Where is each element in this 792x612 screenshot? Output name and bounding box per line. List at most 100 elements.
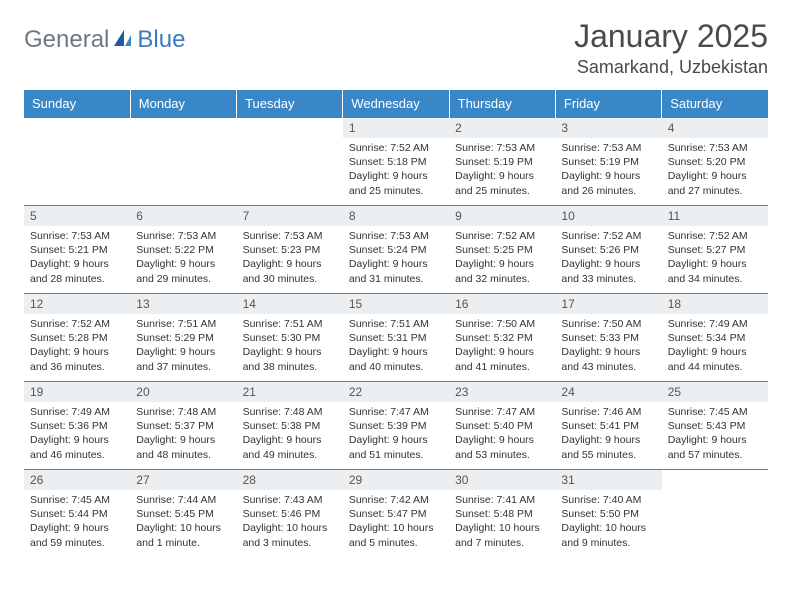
daylight-text: Daylight: 10 hours and 7 minutes. — [455, 521, 549, 549]
daylight-text: Daylight: 9 hours and 32 minutes. — [455, 257, 549, 285]
calendar-table: SundayMondayTuesdayWednesdayThursdayFrid… — [24, 90, 768, 558]
daylight-text: Daylight: 9 hours and 44 minutes. — [668, 345, 762, 373]
day-info: Sunrise: 7:42 AMSunset: 5:47 PMDaylight:… — [343, 490, 449, 554]
sunset-text: Sunset: 5:45 PM — [136, 507, 230, 521]
calendar-day-cell — [237, 118, 343, 206]
daylight-text: Daylight: 9 hours and 28 minutes. — [30, 257, 124, 285]
sunrise-text: Sunrise: 7:52 AM — [668, 229, 762, 243]
day-info: Sunrise: 7:48 AMSunset: 5:38 PMDaylight:… — [237, 402, 343, 466]
calendar-week-row: 1Sunrise: 7:52 AMSunset: 5:18 PMDaylight… — [24, 118, 768, 206]
calendar-day-cell: 4Sunrise: 7:53 AMSunset: 5:20 PMDaylight… — [662, 118, 768, 206]
sunset-text: Sunset: 5:30 PM — [243, 331, 337, 345]
sunset-text: Sunset: 5:40 PM — [455, 419, 549, 433]
day-info: Sunrise: 7:52 AMSunset: 5:25 PMDaylight:… — [449, 226, 555, 290]
day-info: Sunrise: 7:52 AMSunset: 5:18 PMDaylight:… — [343, 138, 449, 202]
calendar-day-cell: 11Sunrise: 7:52 AMSunset: 5:27 PMDayligh… — [662, 206, 768, 294]
calendar-day-cell: 28Sunrise: 7:43 AMSunset: 5:46 PMDayligh… — [237, 470, 343, 558]
sunrise-text: Sunrise: 7:53 AM — [136, 229, 230, 243]
day-info: Sunrise: 7:52 AMSunset: 5:27 PMDaylight:… — [662, 226, 768, 290]
sunset-text: Sunset: 5:31 PM — [349, 331, 443, 345]
day-info: Sunrise: 7:52 AMSunset: 5:26 PMDaylight:… — [555, 226, 661, 290]
sunrise-text: Sunrise: 7:49 AM — [30, 405, 124, 419]
day-number: 21 — [237, 382, 343, 402]
calendar-day-cell: 30Sunrise: 7:41 AMSunset: 5:48 PMDayligh… — [449, 470, 555, 558]
sunset-text: Sunset: 5:29 PM — [136, 331, 230, 345]
weekday-header: Friday — [555, 90, 661, 118]
day-number: 10 — [555, 206, 661, 226]
calendar-day-cell: 20Sunrise: 7:48 AMSunset: 5:37 PMDayligh… — [130, 382, 236, 470]
day-info: Sunrise: 7:49 AMSunset: 5:34 PMDaylight:… — [662, 314, 768, 378]
day-info: Sunrise: 7:46 AMSunset: 5:41 PMDaylight:… — [555, 402, 661, 466]
weekday-header: Monday — [130, 90, 236, 118]
day-number: 1 — [343, 118, 449, 138]
sunrise-text: Sunrise: 7:43 AM — [243, 493, 337, 507]
calendar-week-row: 12Sunrise: 7:52 AMSunset: 5:28 PMDayligh… — [24, 294, 768, 382]
sunrise-text: Sunrise: 7:53 AM — [349, 229, 443, 243]
sunrise-text: Sunrise: 7:45 AM — [668, 405, 762, 419]
day-number: 5 — [24, 206, 130, 226]
day-number: 8 — [343, 206, 449, 226]
daylight-text: Daylight: 10 hours and 9 minutes. — [561, 521, 655, 549]
calendar-day-cell: 7Sunrise: 7:53 AMSunset: 5:23 PMDaylight… — [237, 206, 343, 294]
calendar-day-cell: 9Sunrise: 7:52 AMSunset: 5:25 PMDaylight… — [449, 206, 555, 294]
sunrise-text: Sunrise: 7:53 AM — [30, 229, 124, 243]
calendar-body: 1Sunrise: 7:52 AMSunset: 5:18 PMDaylight… — [24, 118, 768, 558]
sunrise-text: Sunrise: 7:50 AM — [455, 317, 549, 331]
sunrise-text: Sunrise: 7:41 AM — [455, 493, 549, 507]
daylight-text: Daylight: 9 hours and 30 minutes. — [243, 257, 337, 285]
sunrise-text: Sunrise: 7:53 AM — [243, 229, 337, 243]
day-number: 17 — [555, 294, 661, 314]
weekday-header: Sunday — [24, 90, 130, 118]
day-number: 28 — [237, 470, 343, 490]
day-info: Sunrise: 7:50 AMSunset: 5:33 PMDaylight:… — [555, 314, 661, 378]
day-number: 26 — [24, 470, 130, 490]
calendar-day-cell: 24Sunrise: 7:46 AMSunset: 5:41 PMDayligh… — [555, 382, 661, 470]
sunrise-text: Sunrise: 7:52 AM — [30, 317, 124, 331]
logo-sail-icon — [113, 28, 135, 53]
day-number: 23 — [449, 382, 555, 402]
day-number: 12 — [24, 294, 130, 314]
daylight-text: Daylight: 9 hours and 46 minutes. — [30, 433, 124, 461]
day-number: 16 — [449, 294, 555, 314]
calendar-day-cell: 22Sunrise: 7:47 AMSunset: 5:39 PMDayligh… — [343, 382, 449, 470]
daylight-text: Daylight: 9 hours and 34 minutes. — [668, 257, 762, 285]
day-info: Sunrise: 7:51 AMSunset: 5:31 PMDaylight:… — [343, 314, 449, 378]
sunset-text: Sunset: 5:22 PM — [136, 243, 230, 257]
calendar-day-cell: 21Sunrise: 7:48 AMSunset: 5:38 PMDayligh… — [237, 382, 343, 470]
sunrise-text: Sunrise: 7:52 AM — [455, 229, 549, 243]
calendar-week-row: 5Sunrise: 7:53 AMSunset: 5:21 PMDaylight… — [24, 206, 768, 294]
sunset-text: Sunset: 5:25 PM — [455, 243, 549, 257]
day-info: Sunrise: 7:50 AMSunset: 5:32 PMDaylight:… — [449, 314, 555, 378]
sunset-text: Sunset: 5:26 PM — [561, 243, 655, 257]
day-number: 6 — [130, 206, 236, 226]
calendar-day-cell — [130, 118, 236, 206]
day-info: Sunrise: 7:45 AMSunset: 5:43 PMDaylight:… — [662, 402, 768, 466]
daylight-text: Daylight: 9 hours and 27 minutes. — [668, 169, 762, 197]
calendar-day-cell: 27Sunrise: 7:44 AMSunset: 5:45 PMDayligh… — [130, 470, 236, 558]
sunset-text: Sunset: 5:19 PM — [561, 155, 655, 169]
daylight-text: Daylight: 9 hours and 37 minutes. — [136, 345, 230, 373]
day-number: 9 — [449, 206, 555, 226]
sunrise-text: Sunrise: 7:51 AM — [349, 317, 443, 331]
sunrise-text: Sunrise: 7:51 AM — [136, 317, 230, 331]
sunrise-text: Sunrise: 7:40 AM — [561, 493, 655, 507]
sunset-text: Sunset: 5:43 PM — [668, 419, 762, 433]
day-number: 15 — [343, 294, 449, 314]
daylight-text: Daylight: 10 hours and 1 minute. — [136, 521, 230, 549]
day-info: Sunrise: 7:52 AMSunset: 5:28 PMDaylight:… — [24, 314, 130, 378]
daylight-text: Daylight: 9 hours and 25 minutes. — [455, 169, 549, 197]
day-number: 2 — [449, 118, 555, 138]
calendar-day-cell: 23Sunrise: 7:47 AMSunset: 5:40 PMDayligh… — [449, 382, 555, 470]
day-info: Sunrise: 7:47 AMSunset: 5:40 PMDaylight:… — [449, 402, 555, 466]
sunset-text: Sunset: 5:37 PM — [136, 419, 230, 433]
calendar-day-cell: 15Sunrise: 7:51 AMSunset: 5:31 PMDayligh… — [343, 294, 449, 382]
sunrise-text: Sunrise: 7:42 AM — [349, 493, 443, 507]
weekday-header: Tuesday — [237, 90, 343, 118]
calendar-day-cell: 17Sunrise: 7:50 AMSunset: 5:33 PMDayligh… — [555, 294, 661, 382]
day-info: Sunrise: 7:49 AMSunset: 5:36 PMDaylight:… — [24, 402, 130, 466]
sunset-text: Sunset: 5:34 PM — [668, 331, 762, 345]
sunset-text: Sunset: 5:27 PM — [668, 243, 762, 257]
daylight-text: Daylight: 9 hours and 48 minutes. — [136, 433, 230, 461]
sunset-text: Sunset: 5:48 PM — [455, 507, 549, 521]
day-info: Sunrise: 7:40 AMSunset: 5:50 PMDaylight:… — [555, 490, 661, 554]
